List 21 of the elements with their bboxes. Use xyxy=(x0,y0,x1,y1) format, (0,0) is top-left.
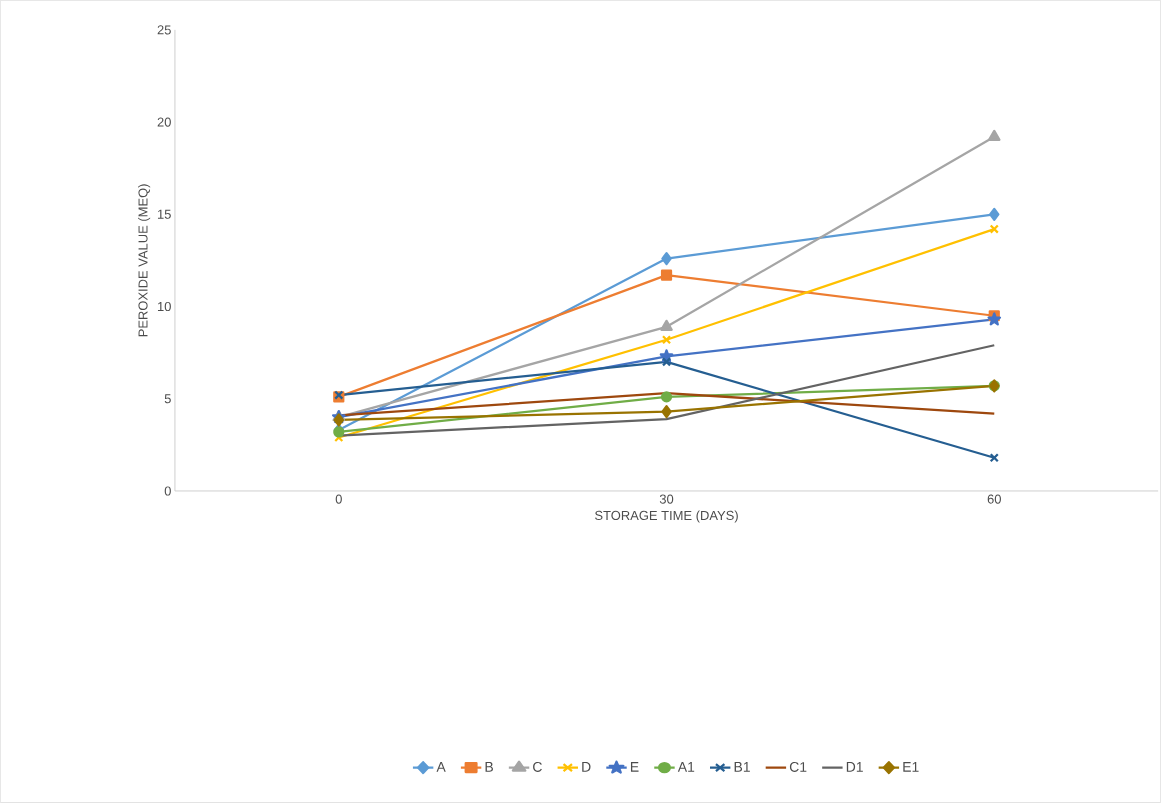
y-tick-label: 20 xyxy=(157,117,171,127)
y-tick-label: 5 xyxy=(164,394,171,404)
legend-label: E xyxy=(630,762,639,772)
y-tick-label: 15 xyxy=(157,209,171,219)
legend-label: C1 xyxy=(789,762,807,772)
legend-label: D xyxy=(582,762,591,772)
y-axis-title: PEROXIDE VALUE (MEQ) xyxy=(138,184,151,337)
legend-label: B xyxy=(485,762,493,772)
x-tick-label: 60 xyxy=(987,494,1001,504)
x-tick-label: 30 xyxy=(659,494,674,504)
legend-label: B1 xyxy=(734,762,750,772)
y-tick-label: 25 xyxy=(157,25,171,35)
legend-label: C xyxy=(533,762,542,772)
y-tick-label: 0 xyxy=(164,486,171,496)
x-tick-label: 0 xyxy=(335,494,342,504)
y-tick-label: 10 xyxy=(157,301,171,312)
legend-label: A xyxy=(436,762,446,772)
legend-label: D1 xyxy=(846,762,863,772)
x-axis-title: STORAGE TIME (DAYS) xyxy=(595,510,738,523)
legend-label: E1 xyxy=(903,762,919,772)
legend-label: A1 xyxy=(677,762,695,772)
